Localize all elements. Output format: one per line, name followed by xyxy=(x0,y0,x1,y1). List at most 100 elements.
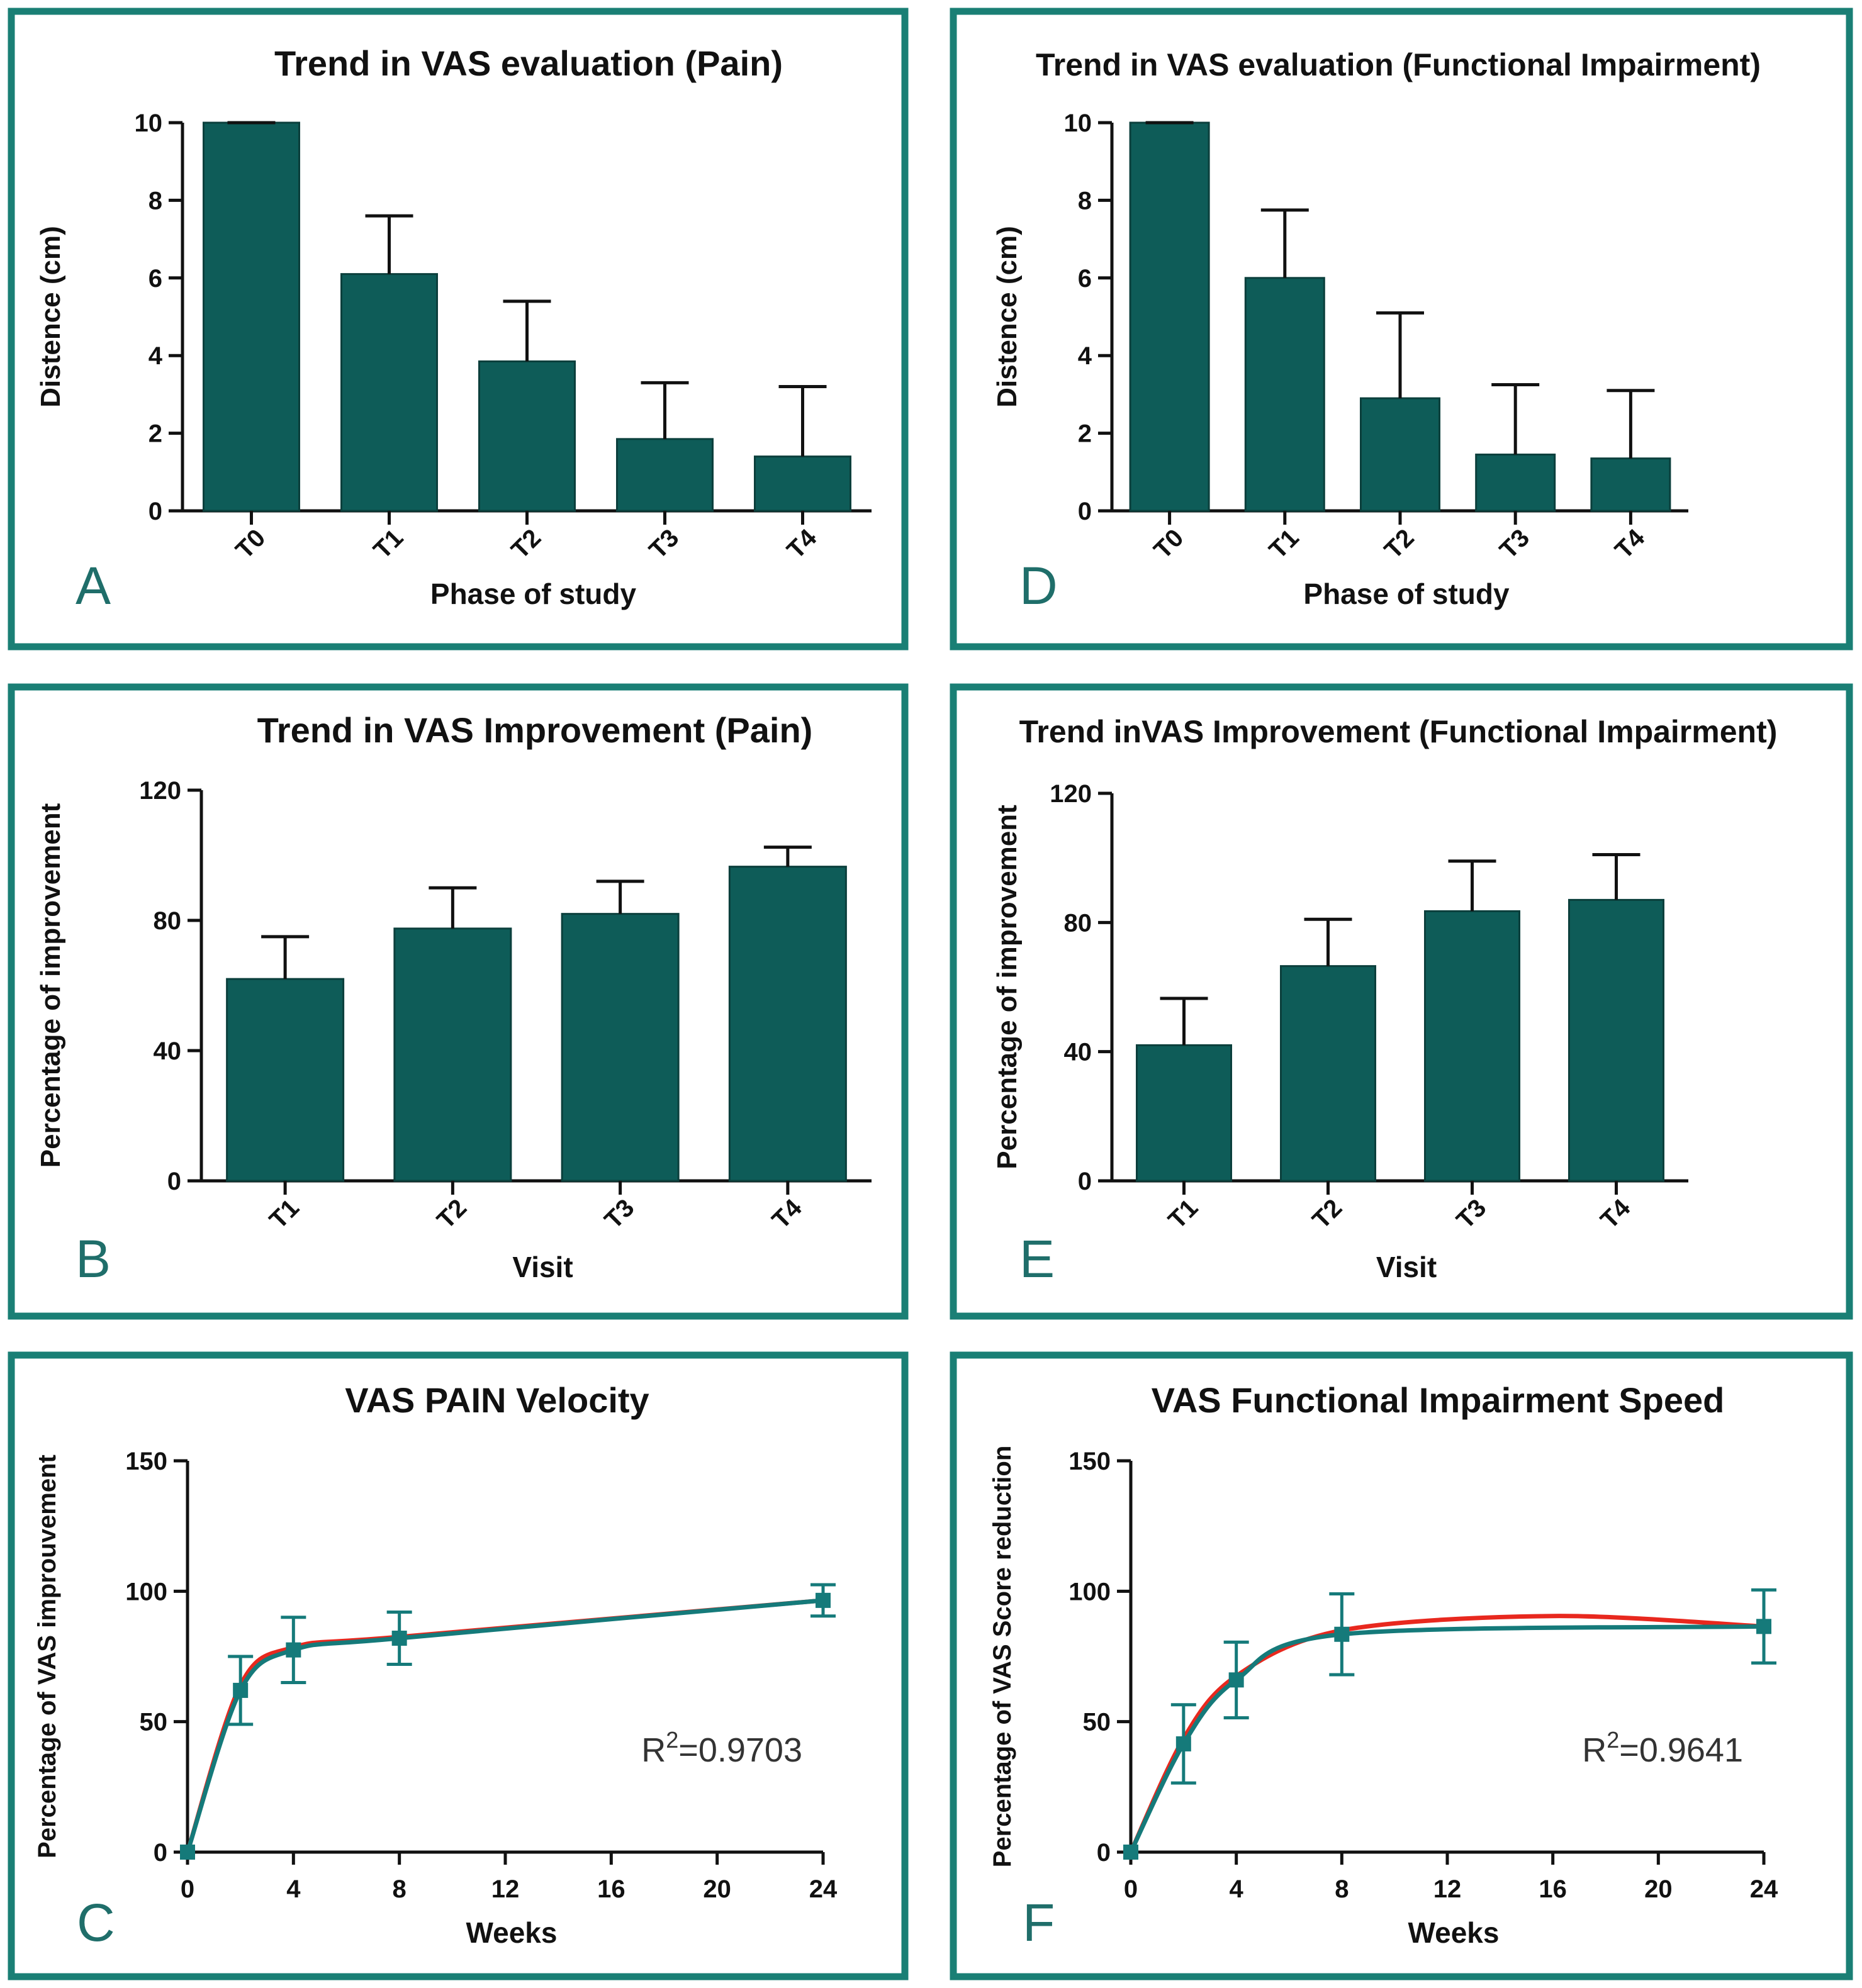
bar-T3 xyxy=(1475,454,1556,512)
chart-title: Trend in VAS evaluation (Functional Impa… xyxy=(1036,47,1761,82)
chart-panel-F: VAS Functional Impairment Speed 0 50 100 150… xyxy=(950,1351,1853,1980)
y-tick-label: 0 xyxy=(1097,1839,1111,1867)
y-tick-label: 10 xyxy=(1064,109,1092,137)
chart-title: VAS PAIN Velocity xyxy=(345,1380,649,1420)
panel-letter: A xyxy=(76,556,111,615)
data-point xyxy=(1123,1845,1138,1860)
y-tick-label: 80 xyxy=(154,907,182,935)
y-tick-label: 6 xyxy=(1078,265,1092,293)
r-squared-base: R xyxy=(641,1731,666,1769)
data-point xyxy=(816,1592,831,1608)
x-tick-label: 4 xyxy=(286,1875,301,1903)
y-tick-label: 120 xyxy=(139,777,181,805)
y-tick-label: 120 xyxy=(1050,780,1092,808)
chart-panel-D: Trend in VAS evaluation (Functional Impa… xyxy=(950,8,1853,651)
chart-title: Trend in VAS evaluation (Pain) xyxy=(274,43,783,83)
y-tick-label: 0 xyxy=(167,1168,181,1195)
data-point xyxy=(233,1682,249,1698)
panel-letter: C xyxy=(77,1893,115,1952)
y-tick-label: 4 xyxy=(149,342,163,370)
bar-T0 xyxy=(203,121,300,512)
bar-T3 xyxy=(561,913,680,1182)
data-point xyxy=(1334,1626,1350,1642)
bar-T1 xyxy=(340,273,438,512)
x-tick-label: 12 xyxy=(1433,1875,1462,1903)
x-axis-label: Weeks xyxy=(1408,1916,1500,1949)
data-point xyxy=(1756,1619,1771,1634)
y-tick-label: 40 xyxy=(1064,1039,1092,1066)
y-tick-label: 40 xyxy=(154,1037,182,1065)
chart-panel-B: Trend in VAS Improvement (Pain) 0 40 80 120 P… xyxy=(8,683,909,1320)
x-tick-label: 20 xyxy=(703,1875,731,1903)
r-squared-value: =0.9703 xyxy=(678,1731,802,1769)
data-point xyxy=(1175,1736,1191,1751)
y-tick-label: 2 xyxy=(149,420,162,448)
x-axis-label: Phase of study xyxy=(430,578,637,610)
bar-T2 xyxy=(478,360,576,512)
observed-line xyxy=(1128,1624,1764,1853)
x-tick-label: 0 xyxy=(181,1875,194,1903)
r-squared-sup: 2 xyxy=(1607,1727,1619,1753)
y-tick-label: 0 xyxy=(149,498,162,525)
panel-letter: F xyxy=(1023,1893,1055,1952)
chart-title: Trend in VAS Improvement (Pain) xyxy=(257,710,813,750)
bar-T1 xyxy=(226,978,345,1182)
chart-title: Trend inVAS Improvement (Functional Impa… xyxy=(1019,714,1778,749)
x-axis-label: Visit xyxy=(1376,1251,1437,1283)
r-squared-annotation: R2=0.9641 xyxy=(1582,1727,1743,1769)
y-tick-label: 50 xyxy=(140,1709,168,1736)
y-tick-label: 4 xyxy=(1078,342,1092,370)
x-tick-label: 16 xyxy=(1539,1875,1567,1903)
bar-T4 xyxy=(1590,457,1671,512)
r-squared-annotation: R2=0.9703 xyxy=(641,1727,802,1769)
observed-line xyxy=(185,1598,824,1853)
y-tick-label: 80 xyxy=(1064,909,1092,937)
y-tick-label: 0 xyxy=(1078,1168,1092,1195)
bar-T2 xyxy=(1280,965,1376,1182)
bar-T3 xyxy=(616,438,714,512)
bar-T3 xyxy=(1424,910,1520,1182)
chart-panel-E: Trend inVAS Improvement (Functional Impa… xyxy=(950,683,1853,1320)
y-tick-label: 100 xyxy=(125,1578,167,1605)
y-axis-label: Percentage of VAS improuvement xyxy=(33,1455,61,1858)
y-tick-label: 0 xyxy=(154,1839,167,1867)
y-tick-label: 50 xyxy=(1083,1709,1111,1736)
panel-letter: D xyxy=(1019,556,1058,615)
bar-T1 xyxy=(1136,1044,1232,1182)
y-axis-label: Percentage of VAS Score reduction xyxy=(989,1446,1016,1868)
panel-frame xyxy=(8,8,909,651)
bar-T4 xyxy=(1568,898,1664,1182)
x-tick-label: 0 xyxy=(1124,1875,1138,1903)
y-tick-label: 0 xyxy=(1078,498,1092,525)
chart-panel-C: VAS PAIN Velocity 0 50 100 150 Percentage of … xyxy=(8,1351,909,1980)
data-point xyxy=(286,1642,301,1658)
y-axis-label: Percentage of improvement xyxy=(35,803,66,1168)
r-squared-value: =0.9641 xyxy=(1619,1731,1743,1769)
r-squared-base: R xyxy=(1582,1731,1607,1769)
x-tick-label: 8 xyxy=(393,1875,407,1903)
data-point xyxy=(1228,1672,1244,1688)
chart-panel-A: Trend in VAS evaluation (Pain) 0 2 4 6 8 10 Dis… xyxy=(8,8,909,651)
y-tick-label: 150 xyxy=(125,1448,167,1475)
bar-T0 xyxy=(1129,121,1210,512)
y-tick-label: 10 xyxy=(135,109,163,137)
x-axis-label: Visit xyxy=(512,1251,573,1283)
panel-frame xyxy=(950,1351,1853,1980)
x-tick-label: 4 xyxy=(1230,1875,1244,1903)
r-squared-sup: 2 xyxy=(666,1727,678,1753)
panel-frame xyxy=(8,1351,909,1980)
bar-T2 xyxy=(1360,397,1440,512)
y-tick-label: 8 xyxy=(1078,187,1092,215)
y-tick-label: 2 xyxy=(1078,420,1092,448)
y-axis-label: Distence (cm) xyxy=(992,226,1023,408)
y-tick-label: 8 xyxy=(149,187,162,215)
x-tick-label: 16 xyxy=(597,1875,625,1903)
x-tick-label: 20 xyxy=(1644,1875,1673,1903)
y-axis-label: Percentage of improvement xyxy=(992,805,1023,1170)
bar-T1 xyxy=(1244,277,1325,512)
x-tick-label: 12 xyxy=(491,1875,520,1903)
x-tick-label: 24 xyxy=(809,1875,838,1903)
x-tick-label: 24 xyxy=(1750,1875,1778,1903)
x-tick-label: 8 xyxy=(1335,1875,1349,1903)
